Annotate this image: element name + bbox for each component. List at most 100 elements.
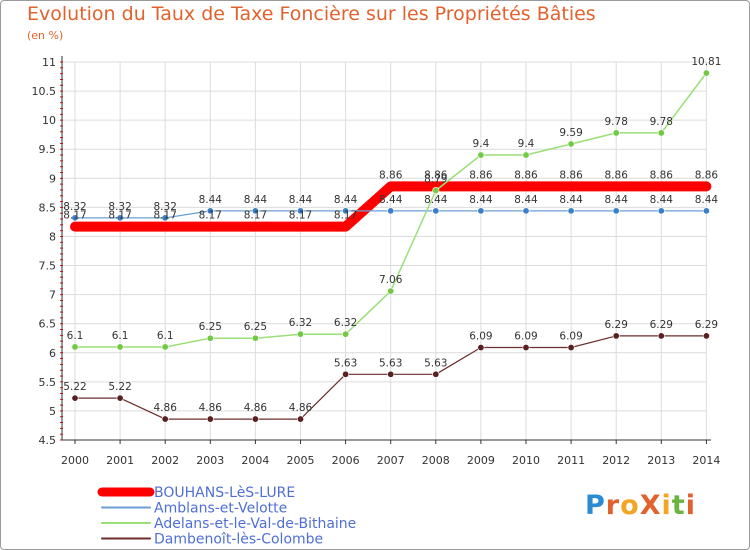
data-label: 8.17 xyxy=(244,210,267,222)
x-tick-label: 2012 xyxy=(602,454,630,467)
y-tick-label: 10.5 xyxy=(32,85,57,98)
y-tick-label: 4.5 xyxy=(39,434,57,447)
data-point xyxy=(342,207,350,215)
legend-label-3: Dambenoît-lès-Colombe xyxy=(154,532,323,548)
data-label: 8.44 xyxy=(244,194,268,206)
legend: BOUHANS-LèS-LUREAmblans-et-VelotteAdelan… xyxy=(97,485,356,548)
data-label: 4.86 xyxy=(244,402,268,414)
data-label: 6.25 xyxy=(244,321,267,333)
data-label: 8.17 xyxy=(289,210,312,222)
proxiti-logo: ProXiti xyxy=(585,490,696,521)
data-label: 8.44 xyxy=(514,194,538,206)
data-label: 8.44 xyxy=(650,194,674,206)
y-tick-label: 5 xyxy=(49,405,56,418)
data-label: 6.1 xyxy=(157,330,174,342)
data-point xyxy=(477,344,485,352)
x-tick-label: 2008 xyxy=(422,454,450,467)
data-label: 8.44 xyxy=(199,194,223,206)
data-point xyxy=(432,187,440,195)
data-label: 8.44 xyxy=(289,194,313,206)
data-label: 6.09 xyxy=(559,331,582,343)
logo-letter: o xyxy=(620,490,640,521)
data-label: 6.25 xyxy=(199,321,222,333)
data-label: 8.86 xyxy=(514,169,538,181)
data-label: 8.86 xyxy=(469,169,493,181)
data-point xyxy=(432,370,440,378)
data-point xyxy=(567,344,575,352)
data-label: 8.17 xyxy=(199,210,222,222)
data-label: 8.44 xyxy=(469,194,493,206)
data-label: 8.86 xyxy=(605,169,629,181)
series-layer xyxy=(70,69,712,423)
data-label: 5.22 xyxy=(108,381,131,393)
data-label: 4.86 xyxy=(199,402,223,414)
y-tick-label: 6 xyxy=(49,347,56,360)
data-label: 6.09 xyxy=(469,331,492,343)
data-point xyxy=(387,370,395,378)
data-label: 9.59 xyxy=(559,127,582,139)
logo-letter: i xyxy=(661,490,672,521)
data-label: 8.86 xyxy=(650,169,674,181)
y-tick-label: 7 xyxy=(49,289,56,302)
data-label: 8.17 xyxy=(334,210,357,222)
legend-label-1: Amblans-et-Velotte xyxy=(154,501,287,517)
data-label: 5.63 xyxy=(424,357,447,369)
data-label: 8.86 xyxy=(379,169,403,181)
data-label: 8.44 xyxy=(379,194,403,206)
x-tick-label: 2011 xyxy=(557,454,585,467)
data-label: 8.17 xyxy=(63,210,86,222)
data-point xyxy=(567,140,575,148)
data-point xyxy=(522,151,530,159)
data-point xyxy=(567,207,575,215)
logo-letter: X xyxy=(639,490,662,521)
data-point xyxy=(657,332,665,340)
y-axis-unit-label: (en %) xyxy=(27,29,64,42)
data-label: 8.17 xyxy=(108,210,131,222)
data-point xyxy=(387,287,395,295)
data-label: 8.17 xyxy=(154,210,177,222)
data-label: 4.86 xyxy=(154,402,178,414)
x-tick-label: 2014 xyxy=(692,454,720,467)
y-tick-label: 5.5 xyxy=(39,376,57,389)
data-label: 5.22 xyxy=(63,381,86,393)
data-point xyxy=(296,330,304,338)
y-tick-label: 9 xyxy=(49,172,56,185)
data-label: 6.32 xyxy=(289,317,312,329)
data-label: 10.81 xyxy=(691,56,721,68)
data-point xyxy=(206,415,214,423)
data-point xyxy=(161,415,169,423)
data-label: 6.29 xyxy=(650,319,673,331)
data-point xyxy=(612,207,620,215)
data-label: 9.78 xyxy=(650,116,673,128)
y-tick-label: 11 xyxy=(42,56,56,69)
legend-label-0: BOUHANS-LèS-LURE xyxy=(154,485,295,501)
data-point xyxy=(71,214,79,222)
data-point xyxy=(161,343,169,351)
data-point xyxy=(251,415,259,423)
data-label: 8.32 xyxy=(154,201,177,213)
data-point xyxy=(161,214,169,222)
y-tick-label: 6.5 xyxy=(39,318,57,331)
data-label: 4.86 xyxy=(289,402,313,414)
x-tick-label: 2001 xyxy=(106,454,134,467)
data-point xyxy=(702,69,710,77)
data-label: 8.44 xyxy=(334,194,358,206)
data-label: 9.78 xyxy=(605,116,628,128)
x-tick-label: 2004 xyxy=(241,454,269,467)
x-tick-label: 2000 xyxy=(61,454,89,467)
logo-letter: t xyxy=(671,490,686,521)
y-tick-label: 7.5 xyxy=(39,260,57,273)
data-label: 6.29 xyxy=(605,319,628,331)
data-label: 8.44 xyxy=(424,194,448,206)
data-label: 5.63 xyxy=(334,357,357,369)
data-label: 8.86 xyxy=(559,169,583,181)
y-tick-label: 8.5 xyxy=(39,201,57,214)
x-tick-label: 2005 xyxy=(287,454,315,467)
data-label: 9.4 xyxy=(518,138,535,150)
data-label: 5.63 xyxy=(379,357,402,369)
data-point xyxy=(206,207,214,215)
data-label: 6.1 xyxy=(67,330,84,342)
data-label: 6.1 xyxy=(112,330,129,342)
